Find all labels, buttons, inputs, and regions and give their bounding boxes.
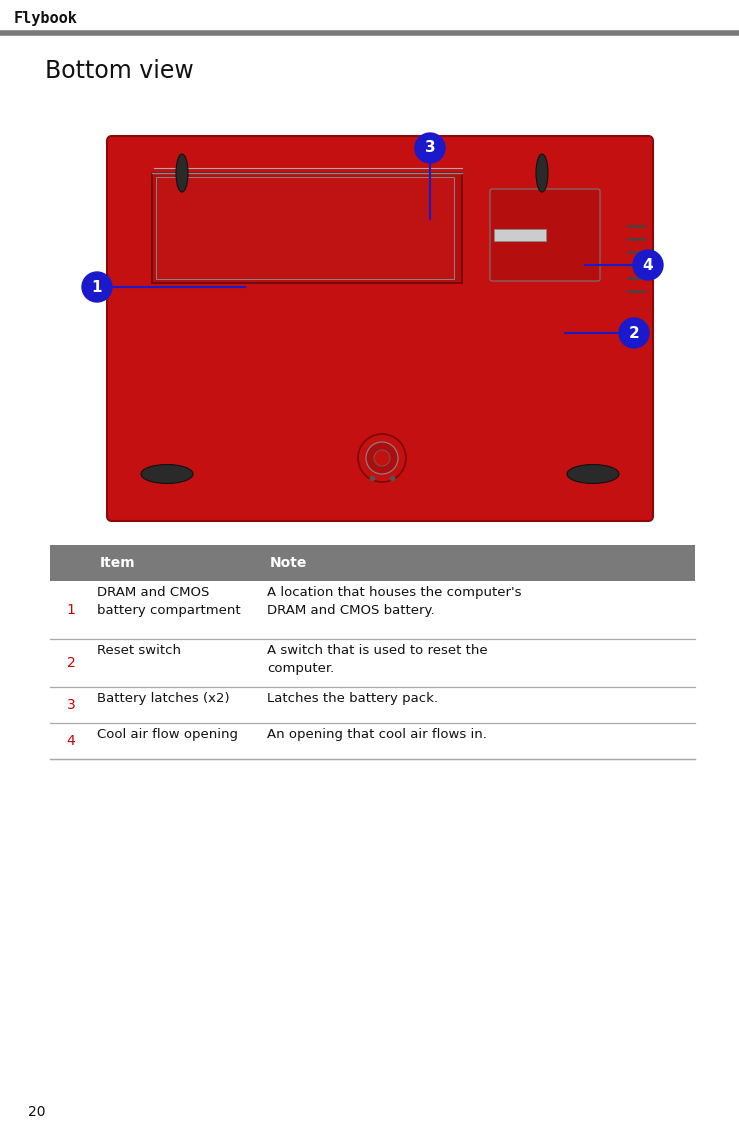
Text: Battery latches (x2): Battery latches (x2) (97, 691, 230, 705)
Text: Cool air flow opening: Cool air flow opening (97, 728, 238, 741)
FancyBboxPatch shape (490, 189, 600, 281)
Text: 3: 3 (425, 140, 435, 155)
Text: 1: 1 (92, 280, 102, 294)
Text: 4: 4 (643, 258, 653, 273)
Bar (156, 177, 454, 280)
Text: Bottom view: Bottom view (45, 59, 194, 83)
Text: A switch that is used to reset the
computer.: A switch that is used to reset the compu… (267, 644, 488, 675)
Bar (152, 173, 462, 283)
Text: An opening that cool air flows in.: An opening that cool air flows in. (267, 728, 487, 741)
Circle shape (415, 133, 445, 163)
Ellipse shape (536, 154, 548, 192)
Circle shape (366, 442, 398, 474)
Text: 3: 3 (67, 698, 75, 712)
Circle shape (82, 272, 112, 302)
Ellipse shape (141, 464, 193, 484)
Text: Note: Note (270, 556, 307, 570)
Bar (50, 545, 695, 581)
Ellipse shape (176, 154, 188, 192)
Bar (494, 229, 546, 241)
Text: Item: Item (100, 556, 136, 570)
Circle shape (374, 450, 390, 466)
Text: Reset switch: Reset switch (97, 644, 181, 657)
FancyBboxPatch shape (107, 136, 653, 521)
Text: 2: 2 (629, 325, 639, 340)
Text: 4: 4 (67, 734, 75, 748)
Text: Flybook: Flybook (14, 11, 78, 26)
Text: A location that houses the computer's
DRAM and CMOS battery.: A location that houses the computer's DR… (267, 586, 522, 617)
Text: 2: 2 (67, 656, 75, 670)
Text: 20: 20 (28, 1104, 46, 1119)
Circle shape (619, 318, 649, 348)
Text: 1: 1 (67, 602, 75, 617)
Ellipse shape (567, 464, 619, 484)
Text: Latches the battery pack.: Latches the battery pack. (267, 691, 438, 705)
Circle shape (633, 250, 663, 280)
Text: DRAM and CMOS
battery compartment: DRAM and CMOS battery compartment (97, 586, 241, 617)
Circle shape (358, 434, 406, 482)
